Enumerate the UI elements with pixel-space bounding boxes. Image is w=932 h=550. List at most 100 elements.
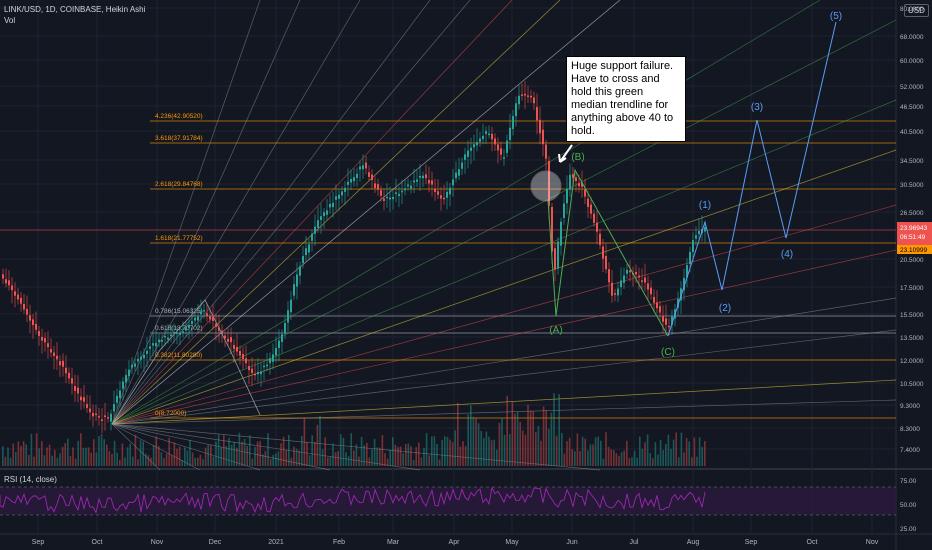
rsi-label: RSI (14, close) [4, 475, 57, 484]
volume-bar [581, 436, 584, 466]
volume-bar [332, 443, 334, 466]
candle-body [428, 179, 430, 184]
candle-body [179, 333, 181, 335]
candle-body [695, 235, 697, 239]
fan-line [111, 0, 261, 425]
volume-bar [295, 448, 298, 466]
time-tick-label: Oct [92, 539, 103, 546]
candle-body [617, 288, 619, 296]
last-price-text: 06:51:49 [900, 234, 926, 241]
candle-body [35, 323, 37, 330]
fan-line [111, 0, 471, 425]
volume-bar [584, 438, 586, 466]
candle-body [8, 280, 10, 286]
volume-bar [7, 447, 9, 466]
candle-body [392, 196, 394, 200]
candle-body [569, 174, 571, 190]
candle-body [407, 184, 409, 187]
volume-bar [116, 452, 118, 466]
time-tick-label: Sep [32, 539, 45, 546]
volume-bar [106, 444, 108, 466]
volume-bar [550, 412, 553, 466]
fan-line [111, 399, 897, 425]
volume-bar [623, 450, 625, 466]
candle-body [371, 174, 373, 181]
candle-body [113, 404, 115, 412]
candle-body [122, 381, 124, 389]
candle-body [290, 299, 292, 313]
candle-body [221, 330, 223, 334]
volume-bar [152, 444, 155, 466]
candle-body [449, 187, 451, 195]
volume-bar [100, 434, 103, 466]
volume-bar [698, 437, 701, 466]
volume-bar [51, 455, 53, 466]
main-pane[interactable] [0, 0, 896, 468]
volume-bar [420, 457, 423, 466]
candle-body [548, 160, 550, 206]
candle-body [599, 233, 601, 245]
time-tick-label: Aug [687, 539, 700, 546]
wave-label: (1) [699, 200, 711, 211]
candle-body [503, 157, 505, 159]
price-tick-label: 13.5000 [900, 335, 924, 342]
candle-body [566, 188, 568, 204]
volume-bar [147, 455, 150, 466]
volume-bar [168, 437, 170, 466]
fan-line [111, 423, 421, 471]
volume-bar [108, 450, 111, 466]
candle-body [353, 177, 355, 182]
candle-body [62, 360, 64, 367]
candle-body [86, 404, 88, 408]
time-tick-label: Sep [745, 539, 758, 546]
volume-bar [186, 450, 189, 466]
fan-line [111, 423, 161, 471]
volume-bar [4, 456, 7, 466]
candle-body [146, 350, 148, 354]
candle-body [623, 275, 625, 283]
volume-bar [683, 452, 685, 466]
price-tick-label: 30.5000 [900, 182, 924, 189]
symbol-title: LINK/USD, 1D, COINBASE, Heikin Ashi [4, 5, 146, 14]
currency-button[interactable]: USD [904, 4, 929, 17]
volume-bar [264, 451, 267, 466]
candle-body [365, 162, 367, 169]
candle-body [494, 138, 496, 145]
rsi-tick-label: 50.00 [900, 502, 917, 509]
volume-bar [233, 442, 235, 466]
candle-body [74, 386, 76, 391]
volume-bar [324, 437, 326, 466]
volume-bar [657, 454, 659, 466]
candle-body [77, 387, 79, 394]
fan-line [111, 423, 201, 471]
candle-body [377, 184, 379, 190]
volume-bar [366, 442, 368, 466]
candle-body [137, 358, 139, 362]
volume-bar [350, 433, 352, 466]
volume-bar [542, 406, 545, 466]
candle-body [470, 147, 472, 151]
volume-bar [314, 441, 316, 466]
price-tick-label: 34.5000 [900, 158, 924, 165]
candle-body [329, 203, 331, 208]
volume-bar [319, 415, 321, 466]
fan-line [111, 0, 361, 425]
volume-bar [217, 434, 220, 466]
volume-bar [527, 404, 529, 466]
price-axis[interactable]: 80.0000 68.0000 60.0000 52.0000 46.5000 40.50… [900, 6, 924, 454]
volume-bar [462, 441, 464, 466]
volume-bar [446, 436, 449, 466]
volume-bar [483, 438, 485, 466]
candle-body [389, 197, 391, 200]
fan-line [111, 204, 897, 425]
volume-bar [467, 414, 469, 466]
volume-bar [503, 434, 506, 466]
volume-bar [321, 449, 324, 466]
volume-bar [80, 433, 82, 466]
annotation-note[interactable]: Huge support failure. Have to cross and … [566, 56, 686, 142]
volume-bar [301, 436, 303, 466]
last-price-badge [897, 222, 932, 246]
candle-body [485, 131, 487, 134]
